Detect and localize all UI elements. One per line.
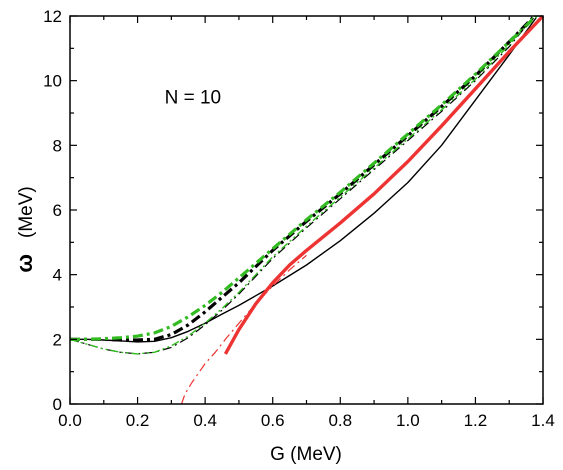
series-line-5 bbox=[69, 17, 534, 355]
series-line-3 bbox=[70, 14, 538, 341]
y-axis-symbol: ω bbox=[12, 254, 37, 273]
series-line-6 bbox=[223, 14, 545, 355]
y-tick-label: 8 bbox=[53, 136, 62, 155]
x-tick-label: 0.0 bbox=[58, 411, 82, 430]
series-line-2 bbox=[70, 16, 535, 342]
x-tick-label: 0.2 bbox=[126, 411, 150, 430]
y-tick-label: 2 bbox=[53, 330, 62, 349]
x-tick-label: 0.8 bbox=[328, 411, 352, 430]
x-tick-label: 1.2 bbox=[464, 411, 488, 430]
x-tick-label: 1.4 bbox=[531, 411, 555, 430]
y-tick-label: 4 bbox=[53, 266, 62, 285]
series-layer bbox=[69, 14, 545, 405]
tick-layer: 0.0 0.2 0.4 0.6 0.8 1.0 1.2 1.4 0 2 4 6 8 10 12 bbox=[43, 7, 555, 430]
series-line-1 bbox=[70, 17, 537, 343]
y-axis-unit: (MeV) bbox=[16, 186, 37, 238]
y-tick-label: 10 bbox=[43, 72, 62, 91]
y-tick-label: 6 bbox=[53, 201, 62, 220]
series-line-7 bbox=[180, 254, 307, 405]
x-tick-label: 1.0 bbox=[396, 411, 420, 430]
n-annotation: N = 10 bbox=[165, 87, 222, 108]
y-axis-label: ω (MeV) bbox=[12, 186, 37, 272]
x-tick-label: 0.4 bbox=[193, 411, 217, 430]
plot-frame bbox=[69, 15, 544, 405]
y-tick-label: 12 bbox=[43, 7, 62, 26]
x-tick-label: 0.6 bbox=[261, 411, 285, 430]
series-line-4 bbox=[69, 17, 534, 355]
y-tick-label: 0 bbox=[53, 395, 62, 414]
x-axis-label: G (MeV) bbox=[270, 444, 342, 465]
